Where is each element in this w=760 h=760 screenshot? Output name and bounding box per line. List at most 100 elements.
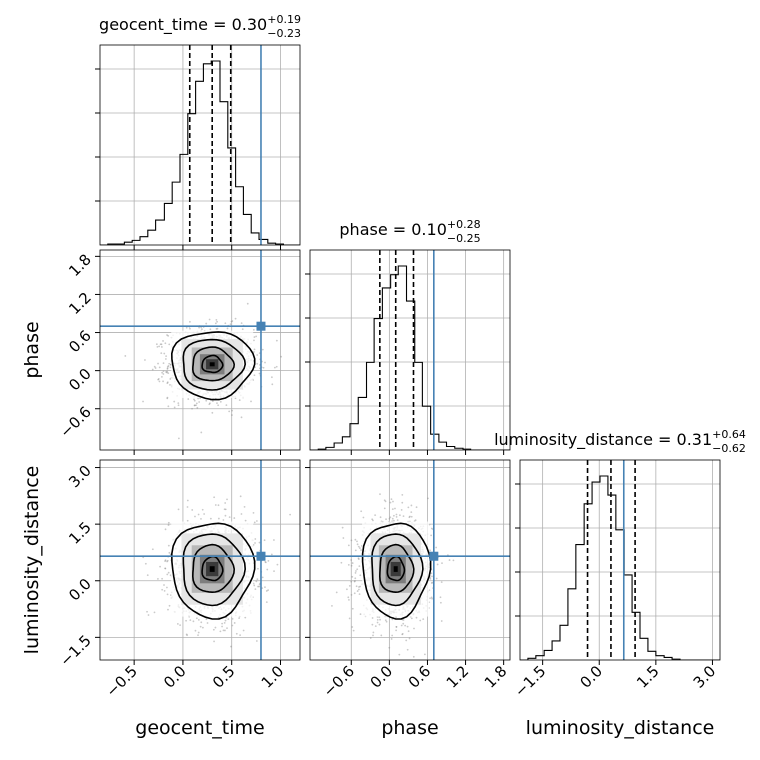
sample-point — [153, 365, 156, 368]
sample-point — [222, 629, 225, 632]
sample-point — [168, 343, 171, 346]
sample-point — [241, 328, 244, 331]
sample-point — [169, 574, 172, 577]
sample-point — [234, 317, 237, 320]
sample-point — [439, 596, 442, 599]
sample-point — [189, 327, 191, 330]
sample-point — [271, 383, 274, 386]
sample-point — [167, 405, 170, 408]
sample-point — [371, 617, 374, 619]
sample-point — [151, 548, 154, 551]
sample-point — [379, 618, 381, 621]
sample-point — [358, 593, 361, 596]
sample-point — [340, 561, 343, 564]
sample-point — [211, 411, 214, 414]
sample-point — [223, 621, 226, 624]
scatter-panel-geocent_time-vs-phase — [99, 249, 301, 451]
sample-point — [227, 618, 230, 621]
sample-point — [193, 398, 195, 401]
sample-point — [413, 627, 415, 630]
sample-point — [200, 621, 203, 624]
y-axis-label-luminosity_distance: luminosity_distance — [21, 466, 43, 655]
sample-point — [408, 516, 411, 519]
sample-point — [161, 577, 164, 580]
sample-point — [209, 328, 212, 331]
sample-point — [195, 402, 198, 405]
sample-point — [253, 521, 256, 524]
sample-point — [270, 553, 273, 556]
sample-point — [264, 560, 267, 563]
sample-point — [356, 568, 359, 571]
sample-point — [372, 519, 374, 522]
sample-point — [160, 346, 163, 348]
sample-point — [157, 378, 160, 381]
sample-point — [166, 334, 168, 336]
scatter-panel-geocent_time-vs-luminosity_distance — [99, 459, 301, 661]
sample-point — [261, 348, 264, 351]
x-tick-label: 0.6 — [405, 662, 435, 692]
sample-point — [357, 558, 360, 561]
sample-point — [165, 371, 167, 373]
panel-frame — [99, 44, 301, 246]
sample-point — [162, 373, 165, 375]
sample-point — [351, 575, 354, 578]
sample-point — [414, 519, 417, 522]
sample-point — [205, 399, 208, 402]
contour-line — [182, 533, 247, 607]
sample-point — [264, 361, 266, 364]
sample-point — [189, 320, 191, 323]
sample-point — [429, 597, 431, 600]
sample-point — [371, 518, 374, 521]
y-tick-label: 0.6 — [65, 327, 95, 357]
sample-point — [240, 513, 243, 515]
sample-point — [255, 580, 258, 583]
sample-point — [436, 563, 439, 566]
sample-point — [276, 563, 279, 566]
sample-point — [257, 585, 259, 588]
sample-point — [258, 585, 261, 588]
sample-point — [358, 588, 360, 591]
x-tick-label: 1.2 — [443, 662, 473, 692]
sample-point — [219, 400, 222, 403]
sample-point — [224, 619, 227, 622]
sample-point — [164, 342, 167, 345]
sample-point — [168, 551, 171, 554]
sample-point — [157, 578, 159, 580]
sample-point — [258, 541, 261, 544]
sample-point — [205, 322, 208, 325]
sample-point — [412, 655, 415, 658]
sample-point — [244, 616, 247, 619]
sample-point — [156, 346, 159, 348]
sample-point — [273, 366, 276, 369]
y-tick-label: 0.0 — [65, 365, 95, 395]
sample-point — [394, 507, 396, 510]
sample-point — [352, 629, 355, 632]
y-tick-label: −0.6 — [56, 403, 94, 441]
sample-point — [230, 645, 232, 648]
sample-point — [211, 400, 214, 403]
sample-point — [223, 508, 226, 511]
sample-point — [384, 619, 387, 622]
sample-point — [355, 570, 357, 572]
sample-point — [267, 559, 270, 562]
sample-point — [225, 404, 228, 407]
sample-point — [228, 516, 231, 519]
sample-point — [351, 607, 354, 610]
sample-point — [208, 318, 211, 321]
sample-point — [353, 580, 356, 583]
contour-line — [378, 543, 415, 594]
sample-point — [164, 559, 167, 562]
sample-point — [193, 404, 196, 407]
sample-point — [179, 624, 182, 627]
sample-point — [177, 402, 180, 405]
sample-point — [335, 591, 338, 594]
sample-point — [379, 516, 382, 519]
sample-point — [231, 409, 234, 412]
sample-point — [391, 634, 394, 637]
sample-point — [395, 516, 398, 518]
sample-point — [429, 549, 431, 552]
sample-point — [376, 621, 379, 624]
sample-point — [153, 611, 156, 614]
sample-point — [358, 565, 361, 568]
